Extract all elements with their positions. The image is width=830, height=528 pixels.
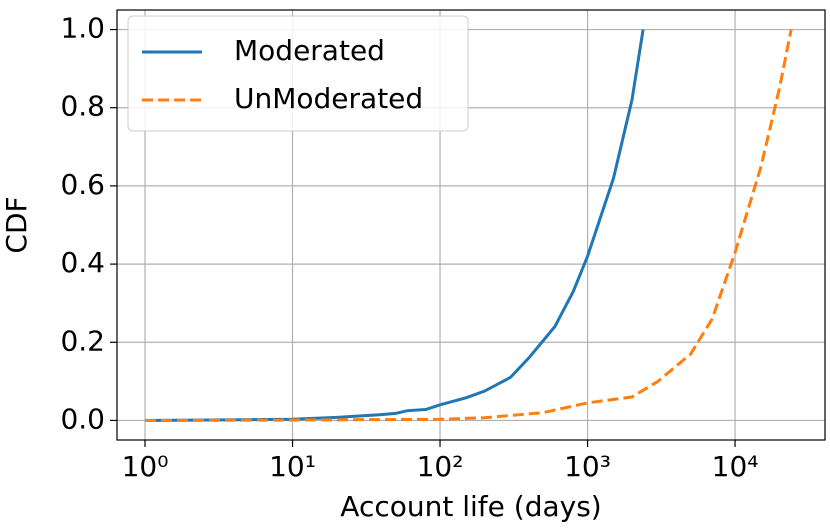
legend: Moderated UnModerated [127,15,469,132]
x-tick-label: 10³ [564,450,611,483]
y-tick-label: 0.6 [60,168,105,201]
y-tick-label: 0.8 [60,90,105,123]
x-tick-label: 10² [417,450,464,483]
x-tick-label: 10⁴ [712,450,759,483]
y-tick-label: 0.0 [60,402,105,435]
x-axis-label: Account life (days) [340,490,601,523]
ticks: 10⁰ 10¹ 10² 10³ 10⁴ 0.0 0.2 0.4 0.6 0.8 1.0 [60,12,758,483]
x-tick-label: 10⁰ [122,450,169,483]
legend-label: Moderated [234,34,385,67]
lines [144,29,793,422]
legend-box [127,15,469,132]
y-tick-label: 0.4 [60,246,105,279]
series-line [144,29,645,422]
x-tick-label: 10¹ [269,450,316,483]
y-tick-label: 1.0 [60,12,105,45]
series-line [144,29,793,422]
legend-label: UnModerated [234,82,423,115]
plot-frame [116,9,826,441]
y-axis-label: CDF [0,196,33,253]
y-tick-label: 0.2 [60,324,105,357]
